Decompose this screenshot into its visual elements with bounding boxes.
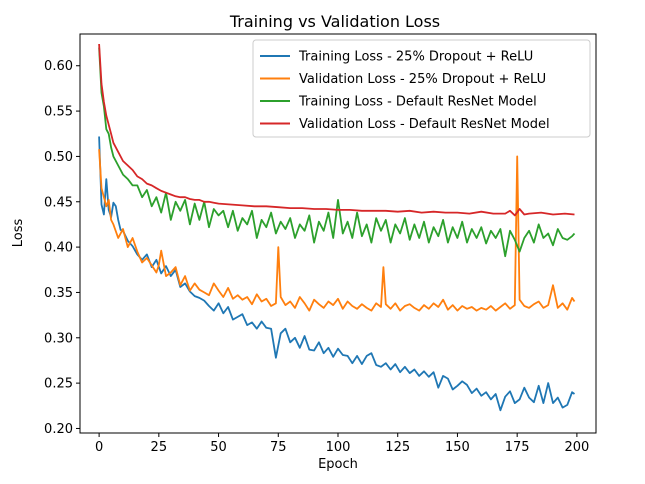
y-tick-label: 0.30: [44, 331, 73, 346]
y-tick-label: 0.25: [44, 377, 73, 392]
x-axis-label: Epoch: [318, 457, 358, 472]
legend-entry-label: Training Loss - Default ResNet Model: [298, 95, 537, 110]
y-tick-label: 0.55: [44, 105, 73, 120]
y-tick-label: 0.50: [44, 150, 73, 165]
x-tick-label: 100: [326, 440, 351, 455]
x-tick-label: 75: [270, 440, 287, 455]
y-axis: 0.20 0.25 0.30 0.35 0.40 0.45 0.50 0.55 0.60: [44, 59, 80, 437]
x-tick-label: 50: [210, 440, 227, 455]
y-tick-label: 0.45: [44, 195, 73, 210]
legend-entry-label: Validation Loss - Default ResNet Model: [299, 117, 550, 132]
x-tick-label: 175: [505, 440, 530, 455]
legend-box: [252, 39, 591, 138]
x-tick-label: 0: [95, 440, 103, 455]
x-tick-label: 125: [385, 440, 410, 455]
x-axis: 0 25 50 75 100 125 150 175 200: [95, 433, 589, 455]
y-tick-label: 0.40: [44, 241, 73, 256]
plot-lines: [98, 43, 576, 412]
legend-entry-label: Validation Loss - 25% Dropout + ReLU: [299, 72, 546, 87]
legend: Training Loss - 25% Dropout + ReLU Valida…: [252, 39, 591, 138]
legend-entry-label: Training Loss - 25% Dropout + ReLU: [298, 50, 533, 65]
x-tick-label: 150: [445, 440, 470, 455]
series-line-2: [98, 149, 576, 312]
y-axis-label: Loss: [11, 219, 26, 248]
series-line-4: [98, 43, 575, 217]
chart-title: Training vs Validation Loss: [229, 12, 440, 31]
y-tick-label: 0.35: [44, 286, 73, 301]
x-tick-label: 200: [564, 440, 589, 455]
series-line-3: [98, 47, 576, 258]
y-tick-label: 0.60: [44, 59, 73, 74]
x-tick-label: 25: [151, 440, 168, 455]
y-tick-label: 0.20: [44, 422, 73, 437]
